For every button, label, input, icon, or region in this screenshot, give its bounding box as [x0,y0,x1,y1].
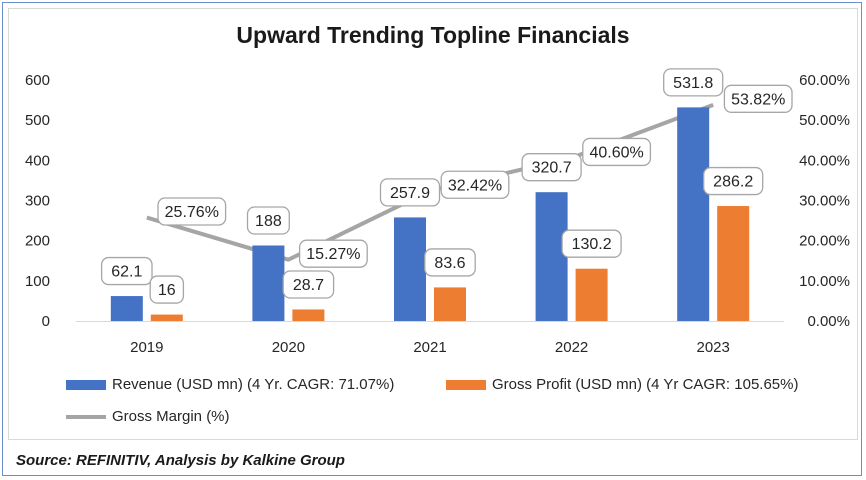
revenue-bar [394,217,426,321]
gross-margin-data-label-box [157,197,227,226]
gross-profit-bar [717,206,750,321]
revenue-data-label-box [246,206,290,235]
gross-margin-data-label: 53.82% [731,91,785,108]
gross-profit-bar [150,314,183,321]
revenue-data-label: 531.8 [673,75,713,92]
revenue-data-label: 320.7 [532,160,572,177]
gross-profit-data-label: 16 [158,282,176,299]
gross-profit-data-label-box [424,248,476,277]
legend-gross-profit: Gross Profit (USD mn) (4 Yr CAGR: 105.65… [446,376,798,393]
gross-profit-data-label-box [703,166,764,196]
revenue-data-label-box [379,178,441,207]
chart-title: Upward Trending Topline Financials [236,22,630,48]
legend-revenue: Revenue (USD mn) (4 Yr. CAGR: 71.07%) [66,376,394,393]
y2-tick-label: 40.00% [799,152,850,169]
gross-margin-data-label-box [723,84,793,113]
revenue-bar [535,192,568,321]
legend-gross-margin: Gross Margin (%) [66,408,230,425]
y2-tick-label: 60.00% [799,72,850,89]
revenue-data-label: 188 [255,213,282,230]
x-tick-label: 2020 [272,339,305,356]
gross-profit-data-label-box [561,229,622,258]
y2-tick-label: 30.00% [799,193,850,210]
y-tick-label: 100 [25,273,50,290]
gross-margin-data-label: 32.42% [448,177,502,194]
legend-gross-profit-swatch [446,379,486,390]
source-note: Source: REFINITIV, Analysis by Kalkine G… [16,452,345,469]
x-tick-label: 2021 [413,339,446,356]
gross-profit-data-label: 286.2 [713,174,753,191]
gross-profit-data-label: 83.6 [434,255,465,272]
y2-tick-label: 20.00% [799,233,850,250]
y-tick-label: 200 [25,233,50,250]
revenue-bar [677,107,710,321]
gross-profit-data-label: 130.2 [572,236,612,253]
gross-profit-data-label: 28.7 [293,277,324,294]
revenue-bar [110,296,143,321]
legend-revenue-swatch [66,379,106,390]
gross-margin-data-label: 25.76% [165,204,219,221]
chart-area [8,8,858,440]
legend-gross-margin-swatch [66,414,106,419]
x-tick-label: 2023 [697,339,730,356]
revenue-bar [252,245,285,321]
x-tick-label: 2022 [555,339,588,356]
legend-gross-margin-label: Gross Margin (%) [112,408,230,425]
revenue-data-label-box [663,68,724,97]
gross-profit-bar [434,287,466,321]
y-tick-label: 600 [25,72,50,89]
gross-profit-data-label-box [149,275,185,304]
y2-tick-label: 50.00% [799,112,850,129]
y2-tick-label: 10.00% [799,273,850,290]
gross-margin-data-label: 40.60% [589,144,643,161]
gross-margin-data-label-box [298,239,368,268]
y-tick-label: 400 [25,152,50,169]
y-tick-label: 500 [25,112,50,129]
y2-tick-label: 0.00% [807,313,850,330]
legend-revenue-label: Revenue (USD mn) (4 Yr. CAGR: 71.07%) [112,376,395,393]
x-tick-label: 2019 [130,339,163,356]
y-tick-label: 300 [25,193,50,210]
legend-gross-profit-label: Gross Profit (USD mn) (4 Yr CAGR: 105.65… [492,376,799,393]
gross-margin-data-label: 15.27% [306,246,360,263]
gross-profit-bar [575,268,608,321]
revenue-data-label-box [521,153,582,182]
gross-margin-data-label-box [582,137,652,167]
revenue-data-label: 257.9 [390,185,430,202]
y-tick-label: 0 [42,313,50,330]
revenue-data-label-box [100,256,153,286]
gross-profit-bar [292,309,325,321]
revenue-data-label: 62.1 [111,264,142,281]
gross-profit-data-label-box [282,270,335,299]
gross-margin-data-label-box [440,170,510,199]
